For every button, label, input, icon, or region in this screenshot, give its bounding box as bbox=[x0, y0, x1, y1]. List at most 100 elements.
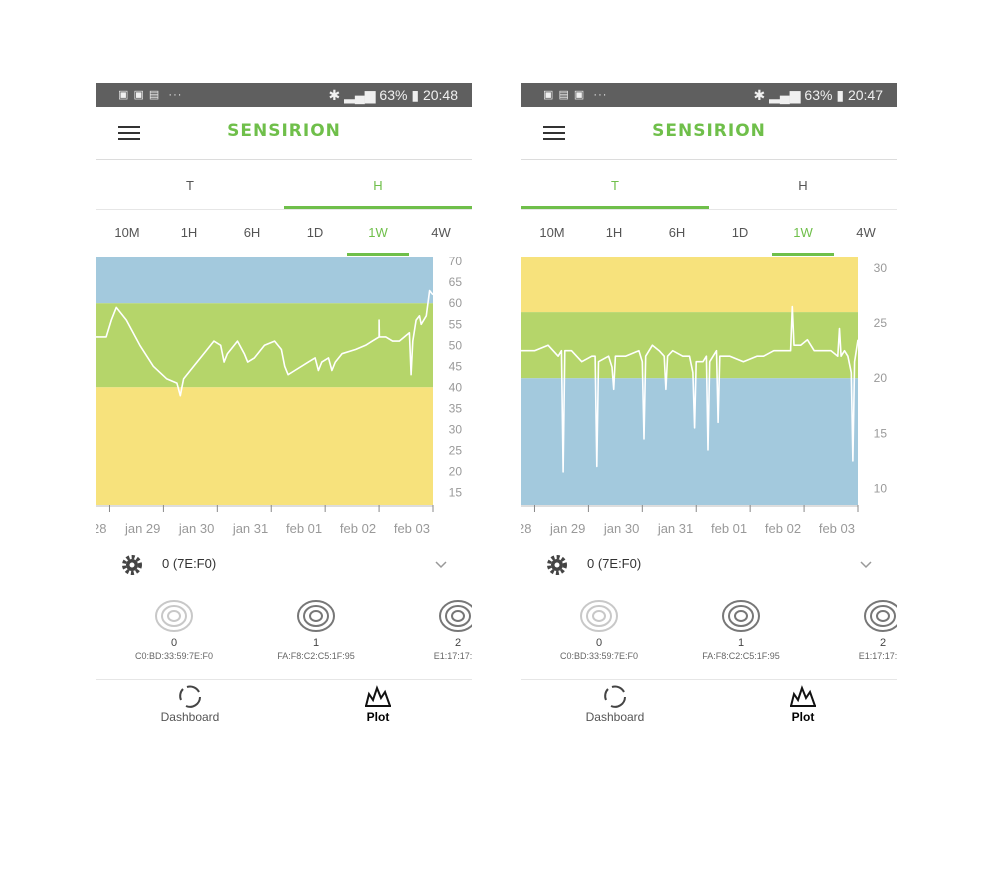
x-tick-label: feb 02 bbox=[765, 521, 801, 536]
y-tick-label: 15 bbox=[449, 485, 463, 499]
time-range-selector: 10M 1H 6H 1D 1W 4W bbox=[521, 210, 897, 256]
sensor-radar-icon bbox=[864, 600, 897, 632]
plot-icon bbox=[365, 685, 391, 707]
nav-plot[interactable]: Plot bbox=[709, 684, 897, 724]
band-yellow bbox=[521, 257, 858, 313]
series-line bbox=[521, 305, 859, 473]
temperature-chart[interactable]: 30 25 20 15 10 n 28 jan 29 jan 30 jan 31 feb 01 fe… bbox=[521, 257, 897, 547]
bluetooth-icon: ✱ bbox=[753, 87, 766, 103]
x-tick-label: n 28 bbox=[96, 521, 106, 536]
gear-icon[interactable] bbox=[120, 553, 144, 577]
nav-plot[interactable]: Plot bbox=[284, 684, 472, 724]
nav-dashboard[interactable]: Dashboard bbox=[96, 684, 284, 724]
y-tick-label: 20 bbox=[449, 464, 463, 478]
notification-icons: ▣ ▤ ▣ ··· bbox=[543, 89, 608, 101]
sensor-address: E1:17:17:00 bbox=[433, 651, 472, 661]
sensor-selector[interactable]: 0 (7E:F0) bbox=[521, 545, 897, 585]
tab-temperature[interactable]: T bbox=[186, 178, 194, 193]
range-4w[interactable]: 4W bbox=[856, 225, 876, 240]
range-1d[interactable]: 1D bbox=[731, 225, 749, 240]
y-tick-label: 60 bbox=[449, 296, 463, 310]
brand-logo: SENSIRION bbox=[652, 121, 766, 141]
x-tick-label: jan 31 bbox=[657, 521, 693, 536]
range-10m[interactable]: 10M bbox=[539, 225, 565, 240]
app-bar: SENSIRION bbox=[521, 107, 897, 160]
sensor-list: 0 C0:BD:33:59:7E:F0 1 FA:F8:C2:C5:1F:95 … bbox=[521, 589, 897, 675]
range-6h[interactable]: 6H bbox=[668, 225, 686, 240]
phone-screen-humidity: ▣ ▣ ▤ ··· ✱ ▂▄▆ 63% ▮ 20:48 SENSIRION T … bbox=[96, 83, 472, 738]
chevron-down-icon[interactable] bbox=[434, 557, 448, 571]
sensor-address: C0:BD:33:59:7E:F0 bbox=[559, 651, 639, 661]
range-1h[interactable]: 1H bbox=[605, 225, 623, 240]
bottom-navigation: Dashboard Plot bbox=[96, 679, 472, 738]
sensor-radar-icon bbox=[722, 600, 760, 632]
menu-icon[interactable] bbox=[543, 126, 565, 141]
signal-icon: ▂▄▆ bbox=[769, 87, 801, 103]
tab-humidity[interactable]: H bbox=[798, 178, 808, 193]
y-tick-label: 65 bbox=[449, 275, 463, 289]
range-6h[interactable]: 6H bbox=[243, 225, 261, 240]
tab-humidity[interactable]: H bbox=[284, 163, 472, 209]
y-tick-label: 40 bbox=[449, 380, 463, 394]
battery-icon: ▮ bbox=[836, 87, 845, 103]
sensor-item-1[interactable]: 1 FA:F8:C2:C5:1F:95 bbox=[256, 599, 376, 661]
x-tick-label: jan 29 bbox=[549, 521, 585, 536]
plot-area bbox=[521, 257, 859, 505]
band-yellow bbox=[96, 387, 433, 505]
plot-area bbox=[96, 257, 434, 505]
sensor-radar-icon bbox=[439, 600, 472, 632]
sensor-number: 0 bbox=[170, 637, 178, 649]
y-tick-label: 30 bbox=[874, 261, 888, 275]
notification-icons: ▣ ▣ ▤ ··· bbox=[118, 89, 183, 101]
range-1d[interactable]: 1D bbox=[306, 225, 324, 240]
gear-icon[interactable] bbox=[545, 553, 569, 577]
x-tick-label: feb 01 bbox=[286, 521, 322, 536]
band-green bbox=[521, 312, 858, 379]
range-1w[interactable]: 1W bbox=[772, 210, 834, 256]
battery-icon: ▮ bbox=[411, 87, 420, 103]
nav-dashboard-label: Dashboard bbox=[160, 710, 220, 724]
sensor-number: 2 bbox=[879, 637, 887, 649]
sensor-selector[interactable]: 0 (7E:F0) bbox=[96, 545, 472, 585]
band-blue bbox=[521, 378, 858, 505]
tab-temperature[interactable]: T bbox=[521, 163, 709, 209]
y-tick-label: 30 bbox=[449, 422, 463, 436]
bluetooth-icon: ✱ bbox=[328, 87, 341, 103]
x-tick-label: n 28 bbox=[521, 521, 531, 536]
range-10m[interactable]: 10M bbox=[114, 225, 140, 240]
dashboard-icon bbox=[179, 685, 201, 708]
band-blue bbox=[96, 257, 433, 304]
sensor-item-2[interactable]: 2 E1:17:17:00 bbox=[823, 599, 897, 661]
sensor-item-0[interactable]: 0 C0:BD:33:59:7E:F0 bbox=[114, 599, 234, 661]
y-tick-label: 25 bbox=[874, 316, 888, 330]
y-tick-label: 20 bbox=[874, 371, 888, 385]
brand-logo: SENSIRION bbox=[227, 121, 341, 141]
x-tick-label: jan 30 bbox=[178, 521, 214, 536]
sensor-radar-icon bbox=[297, 600, 335, 632]
sensor-number: 0 bbox=[595, 637, 603, 649]
menu-icon[interactable] bbox=[118, 126, 140, 141]
sensor-address: FA:F8:C2:C5:1F:95 bbox=[702, 651, 780, 661]
series-line bbox=[96, 289, 434, 397]
nav-dashboard-label: Dashboard bbox=[585, 710, 645, 724]
x-tick-label: feb 01 bbox=[711, 521, 747, 536]
nav-dashboard[interactable]: Dashboard bbox=[521, 684, 709, 724]
plot-icon bbox=[790, 685, 816, 707]
humidity-chart[interactable]: 70 65 60 55 50 45 40 35 30 25 20 15 n 28 jan 29 jan 30… bbox=[96, 257, 472, 547]
sensor-number: 1 bbox=[737, 637, 745, 649]
phone-screen-temperature: ▣ ▤ ▣ ··· ✱ ▂▄▆ 63% ▮ 20:47 SENSIRION T … bbox=[521, 83, 897, 738]
signal-icon: ▂▄▆ bbox=[344, 87, 376, 103]
sensor-item-1[interactable]: 1 FA:F8:C2:C5:1F:95 bbox=[681, 599, 801, 661]
range-1h[interactable]: 1H bbox=[180, 225, 198, 240]
x-tick-label: feb 03 bbox=[394, 521, 430, 536]
x-tick-label: jan 29 bbox=[124, 521, 160, 536]
x-tick-label: feb 02 bbox=[340, 521, 376, 536]
y-tick-label: 10 bbox=[874, 481, 888, 495]
range-4w[interactable]: 4W bbox=[431, 225, 451, 240]
sensor-item-0[interactable]: 0 C0:BD:33:59:7E:F0 bbox=[539, 599, 659, 661]
nav-plot-label: Plot bbox=[366, 710, 390, 724]
chevron-down-icon[interactable] bbox=[859, 557, 873, 571]
range-1w[interactable]: 1W bbox=[347, 210, 409, 256]
sensor-item-2[interactable]: 2 E1:17:17:00 bbox=[398, 599, 472, 661]
bottom-navigation: Dashboard Plot bbox=[521, 679, 897, 738]
